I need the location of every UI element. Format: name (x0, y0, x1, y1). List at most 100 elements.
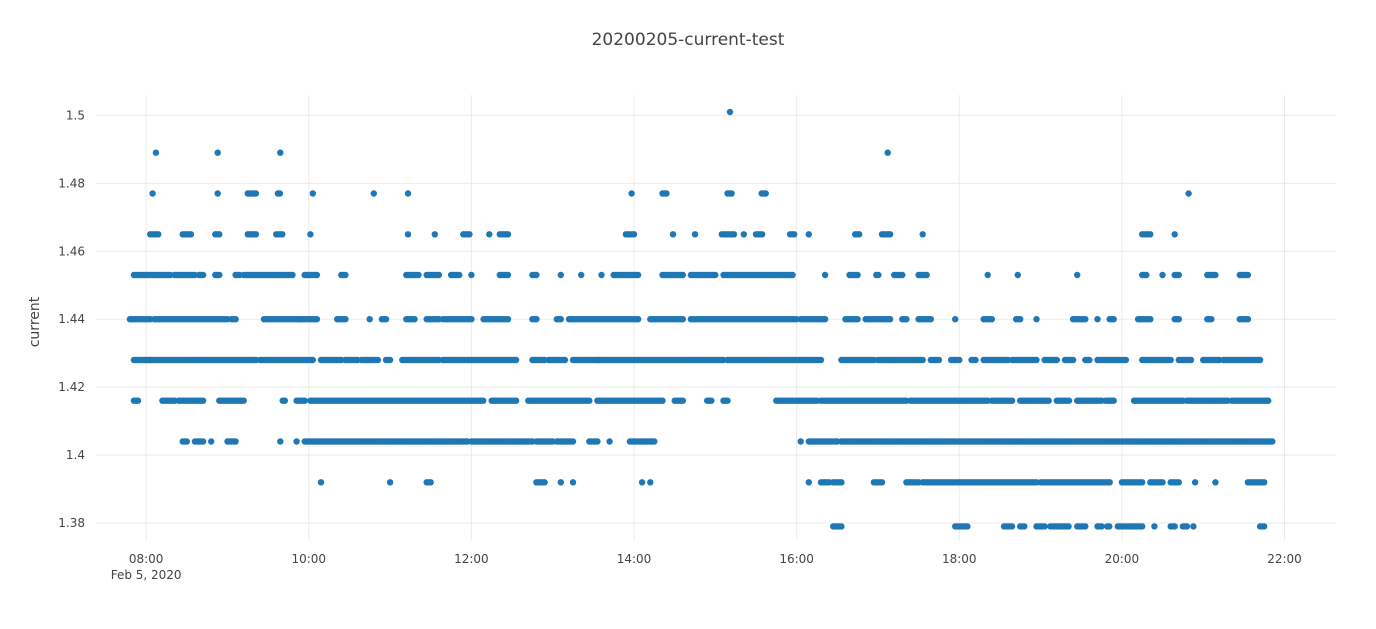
data-point (1098, 523, 1105, 530)
data-point (586, 397, 593, 404)
data-point (468, 271, 475, 279)
data-point (276, 190, 284, 197)
data-point (634, 271, 642, 279)
data-point (805, 231, 812, 238)
data-point (638, 479, 646, 486)
data-point (1244, 271, 1252, 279)
data-point (606, 438, 613, 445)
data-point (307, 231, 314, 238)
data-point (342, 271, 349, 279)
data-point (1014, 271, 1021, 279)
data-point (317, 479, 325, 486)
data-point (1069, 356, 1077, 364)
data-point (386, 356, 394, 364)
data-point (1122, 356, 1130, 364)
y-axis-title: current (27, 296, 43, 347)
data-point (281, 397, 288, 404)
y-tick-label: 1.48 (58, 176, 85, 190)
data-point (634, 316, 642, 323)
data-point (1110, 397, 1117, 404)
data-point (1175, 271, 1183, 279)
data-point (366, 316, 373, 323)
data-point (1045, 397, 1052, 404)
y-tick-label: 1.44 (58, 312, 85, 326)
data-point (411, 316, 418, 323)
data-point (208, 438, 215, 445)
data-point (1008, 397, 1016, 404)
data-point (724, 397, 731, 404)
data-point (504, 231, 512, 238)
data-point (1212, 271, 1219, 279)
data-point (232, 438, 239, 445)
data-point (1139, 523, 1146, 530)
y-tick-label: 1.5 (66, 108, 85, 122)
data-point (663, 190, 670, 197)
y-axis-ticks: 1.38 1.4 1.42 1.44 1.46 1.48 1.5 (58, 108, 85, 530)
data-point (708, 397, 715, 404)
data-point (919, 356, 926, 364)
data-point (1065, 523, 1072, 530)
data-point (504, 271, 512, 279)
data-point (466, 231, 473, 238)
x-tick-label: 08:00 (129, 552, 164, 566)
data-point (740, 231, 747, 238)
data-point (1147, 316, 1154, 323)
data-point (301, 397, 308, 404)
data-point (1086, 356, 1093, 364)
data-point (1110, 316, 1117, 323)
data-point (805, 479, 812, 486)
y-tick-label: 1.38 (58, 516, 85, 530)
x-tick-label: 22:00 (1267, 552, 1302, 566)
data-point (557, 271, 564, 279)
data-point (797, 438, 804, 445)
x-axis-ticks: 08:00 10:00 12:00 14:00 16:00 18:00 20:00 22:00… (111, 552, 1302, 582)
data-point (1151, 523, 1158, 530)
data-point (252, 190, 260, 197)
data-point (838, 523, 845, 530)
data-point (199, 438, 207, 445)
data-point (1082, 316, 1089, 323)
data-point (762, 190, 769, 197)
data-point (1185, 190, 1192, 197)
data-point (730, 231, 738, 238)
data-point (821, 316, 829, 323)
data-point (309, 356, 316, 364)
data-point (277, 438, 284, 445)
data-point (1269, 438, 1276, 445)
data-point (1017, 316, 1024, 323)
data-point (183, 438, 190, 445)
data-point (789, 271, 796, 279)
y-tick-label: 1.46 (58, 244, 85, 258)
data-point (919, 231, 926, 238)
x-tick-date-label: Feb 5, 2020 (111, 568, 182, 582)
data-point (1159, 479, 1166, 486)
data-point (1053, 356, 1061, 364)
data-point (486, 231, 493, 238)
data-point (252, 231, 260, 238)
data-point (1190, 523, 1197, 530)
data-point (838, 479, 845, 486)
data-point (984, 271, 991, 279)
chart-title: 20200205-current-test (591, 30, 785, 50)
data-point (1041, 523, 1048, 530)
data-point (1256, 356, 1264, 364)
data-point (1208, 316, 1215, 323)
data-point (821, 271, 829, 279)
data-point (903, 316, 910, 323)
data-point (277, 149, 284, 156)
data-point (886, 231, 894, 238)
data-point (289, 271, 296, 279)
data-point (480, 397, 487, 404)
data-point (1261, 479, 1268, 486)
data-point (1187, 356, 1195, 364)
data-point (279, 231, 286, 238)
data-point (557, 479, 564, 486)
data-point (382, 316, 390, 323)
data-point (598, 271, 605, 279)
data-point (214, 190, 221, 197)
data-point (1175, 316, 1183, 323)
data-point (435, 271, 443, 279)
x-tick-label: 20:00 (1105, 552, 1140, 566)
data-point (972, 356, 979, 364)
